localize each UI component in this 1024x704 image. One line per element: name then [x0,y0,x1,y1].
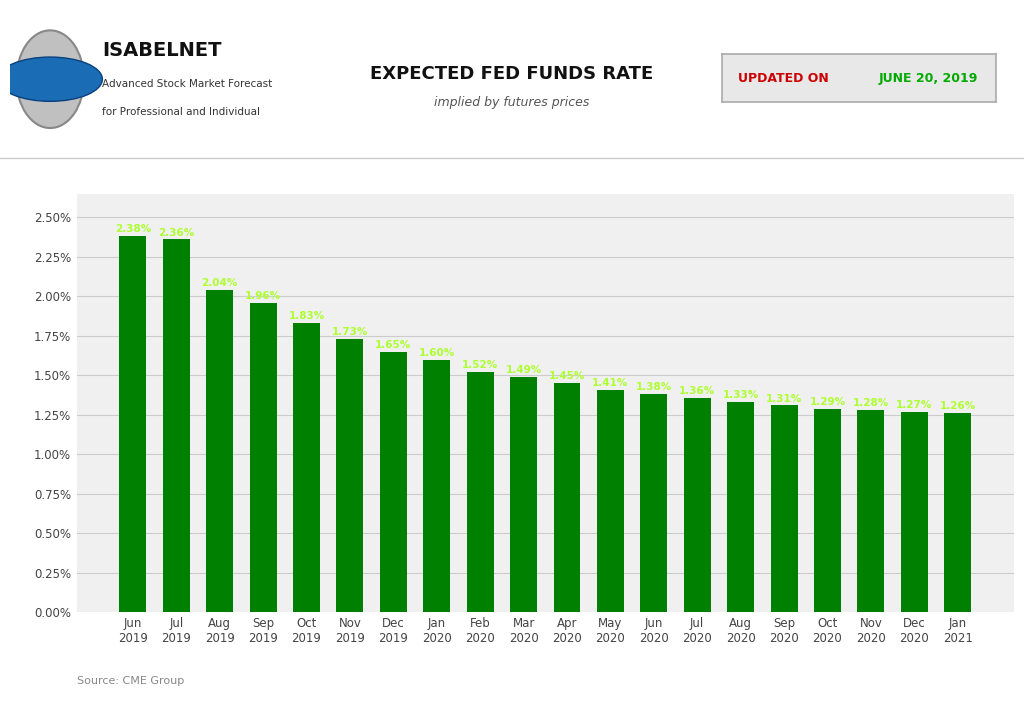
Ellipse shape [16,30,84,128]
Bar [771,406,798,612]
Text: 1.26%: 1.26% [940,401,976,411]
Text: 1.65%: 1.65% [375,340,412,350]
Text: 1.27%: 1.27% [896,400,933,410]
Bar [554,383,581,612]
Text: ISABELNET: ISABELNET [102,41,222,60]
Text: implied by futures prices: implied by futures prices [434,96,590,108]
Text: 2.38%: 2.38% [115,225,151,234]
Bar [467,372,494,612]
Bar [944,413,971,612]
Circle shape [0,57,102,101]
Text: for Professional and Individual: for Professional and Individual [102,107,260,117]
Text: Source: CME Group: Source: CME Group [77,677,184,686]
Text: 1.73%: 1.73% [332,327,368,337]
Text: 1.96%: 1.96% [245,291,282,301]
Bar [380,352,407,612]
Text: 2.36%: 2.36% [158,227,195,237]
Bar [814,408,841,612]
Text: 1.83%: 1.83% [289,311,325,321]
Bar [293,323,319,612]
Bar [423,360,451,612]
Bar [684,398,711,612]
Bar [901,412,928,612]
Text: 1.33%: 1.33% [723,390,759,401]
Text: 2.04%: 2.04% [202,278,238,288]
Text: 1.29%: 1.29% [809,396,846,407]
Text: 1.41%: 1.41% [592,378,629,388]
Text: Advanced Stock Market Forecast: Advanced Stock Market Forecast [102,80,272,89]
Text: 1.28%: 1.28% [853,398,889,408]
Text: 1.49%: 1.49% [506,365,542,375]
Bar [727,402,754,612]
Bar [120,237,146,612]
Bar [337,339,364,612]
Bar [250,303,276,612]
Bar [163,239,189,612]
Text: 1.60%: 1.60% [419,348,455,358]
Bar [597,389,624,612]
Bar [206,290,233,612]
Text: 1.36%: 1.36% [679,386,716,396]
Bar [640,394,668,612]
Text: 1.38%: 1.38% [636,382,672,392]
Text: EXPECTED FED FUNDS RATE: EXPECTED FED FUNDS RATE [371,65,653,83]
Text: 1.52%: 1.52% [462,360,499,370]
Bar [510,377,537,612]
Bar [857,410,885,612]
Text: 1.45%: 1.45% [549,372,585,382]
Text: JUNE 20, 2019: JUNE 20, 2019 [879,72,978,84]
Text: UPDATED ON: UPDATED ON [738,72,834,84]
Text: 1.31%: 1.31% [766,394,802,403]
